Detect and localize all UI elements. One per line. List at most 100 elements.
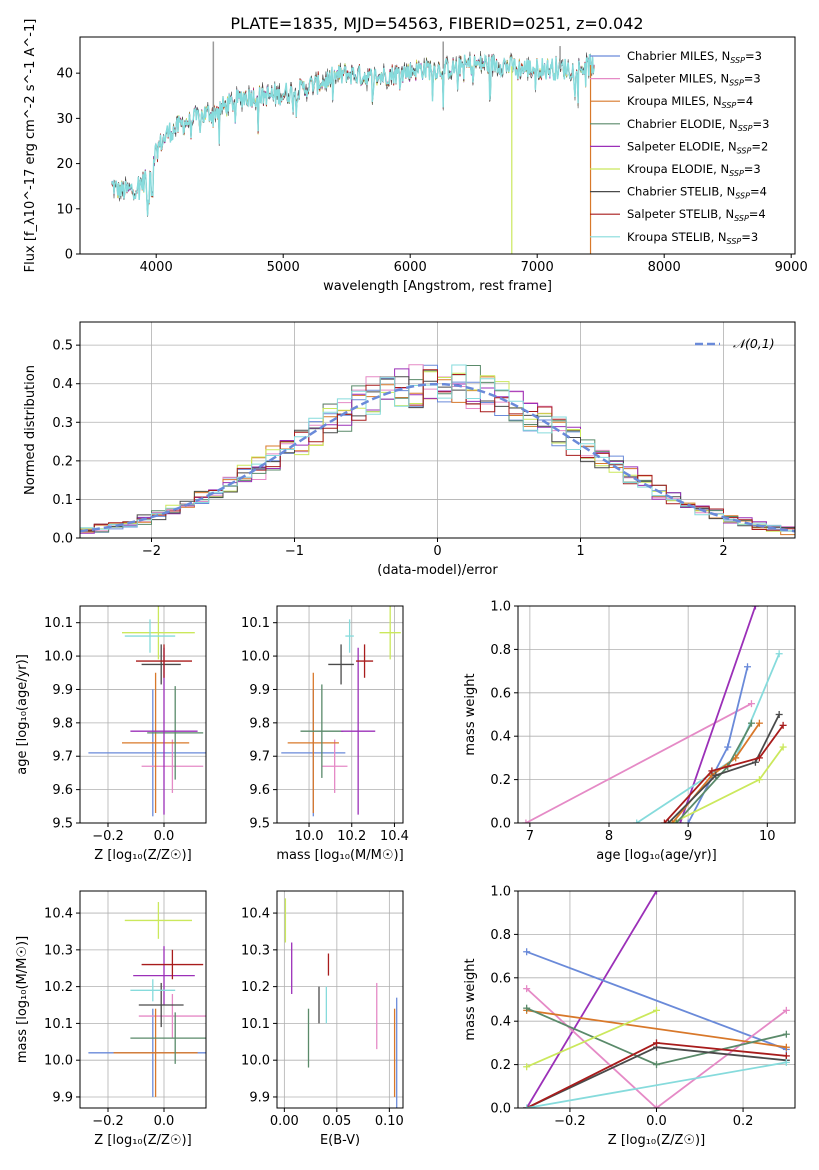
- weight-marker: [724, 743, 732, 751]
- y-tick-label: 9.7: [249, 750, 270, 765]
- x-tick-label: 0.10: [375, 1114, 404, 1129]
- weight-marker: [633, 819, 641, 823]
- y-tick-label: 10.1: [241, 616, 270, 631]
- y-tick-label: 9.6: [52, 783, 73, 798]
- figure-title: PLATE=1835, MJD=54563, FIBERID=0251, z=0…: [230, 14, 643, 33]
- weight-marker: [653, 1006, 660, 1014]
- x-tick-label: −0.2: [92, 829, 124, 844]
- y-tick-label: 30: [56, 112, 73, 127]
- y-tick-label: 9.9: [249, 683, 270, 698]
- weight-marker: [523, 985, 531, 993]
- y-tick-label: 10.4: [44, 907, 73, 922]
- weight-line: [526, 987, 787, 1108]
- panel-residuals: −2 −1 0 1 2 0.0 0.1 0.2 0.3 0.4 0.5 (data-model)/er…: [23, 321, 796, 578]
- x-tick-label: 7000: [521, 260, 554, 275]
- y-tick-label: 0.0: [490, 1102, 511, 1117]
- weight-marker: [779, 743, 787, 751]
- y-tick-label: 9.5: [249, 817, 270, 832]
- y-tick-label: 0.0: [490, 817, 511, 832]
- weight-marker: [751, 606, 759, 610]
- errorbar-point: [124, 619, 176, 653]
- panel-mass_vs_Z: −0.2 0.0 9.9 10.0 10.1 10.2 10.3 10.4 Z [log₁₀(Z…: [15, 890, 207, 1148]
- y-tick-label: 0.6: [490, 686, 511, 701]
- x-tick-label: 0.0: [154, 1114, 175, 1129]
- y-tick-label: 0.8: [490, 928, 511, 943]
- weight-marker: [660, 819, 668, 823]
- axes-frame: [276, 890, 404, 1109]
- spectrum-line: [111, 53, 595, 216]
- y-tick-label: 0.5: [52, 339, 73, 354]
- x-tick-label: −0.2: [92, 1114, 124, 1129]
- weight-marker: [522, 819, 530, 823]
- x-axis-label: age [log₁₀(age/yr)]: [596, 848, 717, 863]
- x-tick-label: 5000: [267, 260, 300, 275]
- y-tick-label: 0.3: [52, 416, 73, 431]
- x-axis-label: Z [log₁₀(Z/Z☉)]: [608, 1133, 705, 1148]
- legend-entry: Kroupa STELIB, NSSP=3: [627, 230, 758, 246]
- y-tick-label: 0: [65, 248, 73, 263]
- errorbar-point: [356, 644, 374, 678]
- plot-area: [523, 891, 790, 1108]
- x-tick-label: 6000: [394, 260, 427, 275]
- weight-line: [525, 702, 752, 823]
- x-tick-label: 0.0: [646, 1114, 667, 1129]
- y-tick-label: 9.8: [249, 716, 270, 731]
- weight-line: [526, 1009, 787, 1049]
- plot-area: [522, 606, 787, 823]
- x-tick-label: 9000: [775, 260, 808, 275]
- legend-entry: Chabrier STELIB, NSSP=4: [627, 185, 767, 201]
- y-tick-label: 9.5: [52, 817, 73, 832]
- weight-line: [671, 746, 784, 823]
- weight-marker: [782, 1043, 790, 1051]
- x-tick-label: 7: [526, 829, 534, 844]
- y-tick-label: 9.6: [249, 783, 270, 798]
- legend-entry: Salpeter STELIB, NSSP=4: [627, 207, 766, 223]
- y-tick-label: 10.1: [44, 1017, 73, 1032]
- y-tick-label: 10.0: [241, 650, 270, 665]
- plot-area: [281, 606, 401, 817]
- errorbar-point: [130, 1012, 206, 1064]
- panel-age_vs_Z: −0.2 0.0 9.5 9.6 9.7 9.8 9.9 10.0 10.1 Z [log₁₀(Z…: [15, 605, 207, 863]
- weight-marker: [664, 819, 672, 823]
- weight-marker: [708, 767, 716, 775]
- x-tick-label: 0.00: [270, 1114, 299, 1129]
- errorbar-point: [138, 993, 206, 1039]
- weight-marker: [653, 1039, 660, 1047]
- y-tick-label: 10.3: [241, 943, 270, 958]
- x-tick-label: 0.2: [733, 1114, 754, 1129]
- errorbar-point: [113, 1008, 198, 1097]
- legend-entry: Kroupa ELODIE, NSSP=3: [627, 162, 761, 178]
- y-axis-label: mass weight: [463, 958, 478, 1040]
- weight-marker: [676, 819, 684, 823]
- y-tick-label: 10.1: [44, 616, 73, 631]
- weight-marker: [653, 1061, 660, 1069]
- weight-marker: [747, 719, 755, 727]
- weight-line: [679, 606, 757, 823]
- x-tick-label: 1: [576, 544, 584, 559]
- errorbar-point: [300, 684, 344, 778]
- weight-marker: [775, 711, 783, 718]
- weight-line: [663, 724, 784, 823]
- y-tick-label: 10.0: [44, 650, 73, 665]
- panel-massweight_vs_Z: −0.2 0.0 0.2 0.0 0.2 0.4 0.6 0.8 1.0 Z [log₁₀(Z/Z…: [463, 885, 796, 1148]
- y-axis-label: Normed distribution: [23, 365, 38, 495]
- plot-area: [284, 898, 398, 1108]
- y-tick-label: 0.2: [52, 454, 73, 469]
- errorbar-point: [122, 672, 190, 813]
- weight-marker: [744, 663, 752, 671]
- weight-line: [526, 1061, 787, 1108]
- y-tick-label: 0.0: [52, 532, 73, 547]
- y-tick-label: 10.0: [44, 1054, 73, 1069]
- x-tick-label: 9: [684, 829, 692, 844]
- x-axis-label: Z [log₁₀(Z/Z☉)]: [94, 848, 191, 863]
- panel-massweight_vs_age: 7 8 9 10 0.0 0.2 0.4 0.6 0.8 1.0 age [log₁₀(age/yr…: [463, 600, 796, 863]
- x-tick-label: −2: [142, 544, 161, 559]
- x-tick-label: 4000: [140, 260, 173, 275]
- x-tick-label: 8000: [648, 260, 681, 275]
- y-tick-label: 1.0: [490, 600, 511, 615]
- legend-entry: Salpeter MILES, NSSP=3: [627, 72, 761, 88]
- errorbar-point: [88, 689, 206, 817]
- weight-marker: [653, 1104, 660, 1108]
- errorbar-point: [287, 672, 339, 813]
- x-tick-label: −1: [285, 544, 304, 559]
